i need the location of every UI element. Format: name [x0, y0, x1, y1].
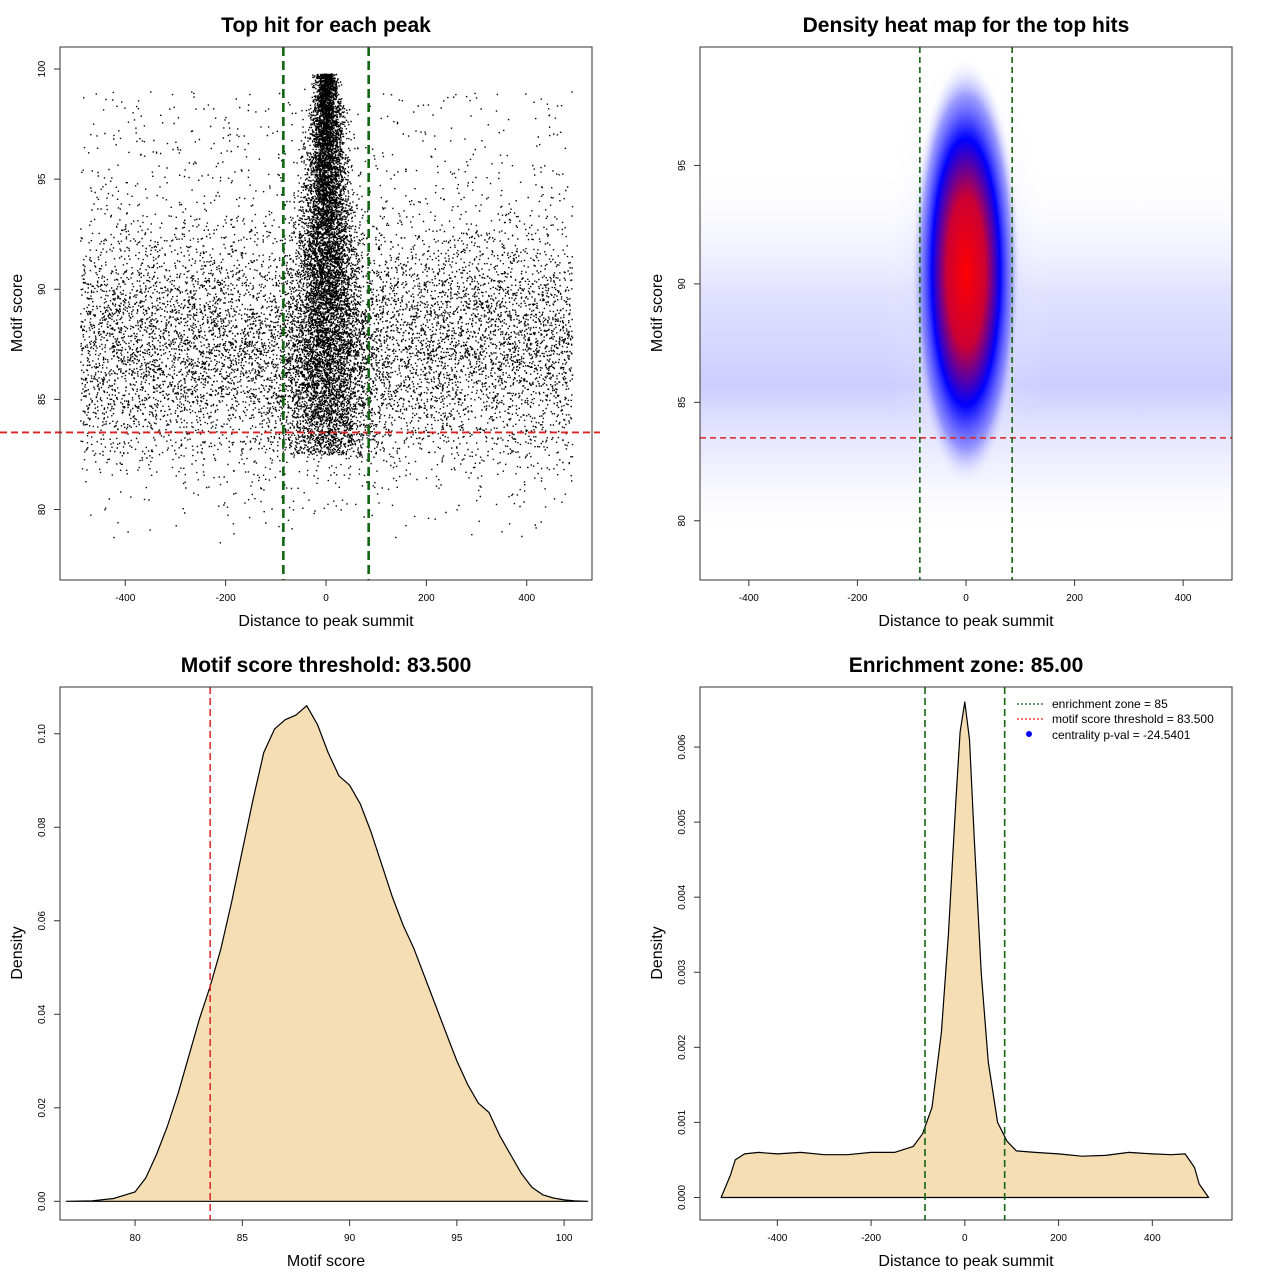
x-tick-label: -400 [115, 593, 135, 604]
heatmap-density [700, 47, 1232, 580]
x-tick-label: 200 [1050, 1233, 1067, 1244]
x-tick-label: 80 [130, 1233, 142, 1244]
y-tick-label: 0.004 [677, 884, 688, 909]
panel4-frame [699, 686, 1233, 1221]
scatter-panel: Top hit for each peak -400 -200 0 200 400 80 8… [0, 14, 600, 630]
panel4-ylabel: Density [649, 926, 666, 979]
panel1-title: Top hit for each peak [221, 14, 431, 37]
scatter-reference-lines [0, 47, 600, 580]
x-tick-label: -200 [847, 593, 867, 604]
heatmap-panel: Density heat map for the top hits -400 -2… [649, 14, 1233, 630]
legend-pval-label: centrality p-val = -24.5401 [1052, 728, 1191, 742]
scatter-points [80, 73, 574, 544]
scatter-dot [80, 73, 574, 544]
panel4-xlabel: Distance to peak summit [878, 1253, 1054, 1270]
y-tick-label: 0.04 [37, 1004, 48, 1024]
x-tick-label: 0 [323, 593, 329, 604]
x-tick-label: 100 [556, 1233, 573, 1244]
x-tick-label: 90 [344, 1233, 356, 1244]
y-tick-label: 0.06 [37, 911, 48, 931]
panel3-title: Motif score threshold: 83.500 [181, 654, 472, 677]
y-tick-label: 0.005 [677, 809, 688, 834]
y-tick-label: 85 [37, 393, 48, 405]
legend: enrichment zone = 85 motif score thresho… [1017, 697, 1214, 742]
x-tick-label: 0 [963, 593, 969, 604]
panel2-ticks: -400 -200 0 200 400 80 85 90 95 [677, 159, 1192, 604]
y-tick-label: 0.001 [677, 1109, 688, 1134]
y-tick-label: 0.002 [677, 1034, 688, 1059]
x-tick-label: 200 [418, 593, 435, 604]
x-tick-label: 85 [237, 1233, 249, 1244]
x-tick-label: -400 [767, 1233, 787, 1244]
panel3-ylabel: Density [9, 926, 26, 979]
legend-pval-swatch [1026, 731, 1032, 737]
panel1-xlabel: Distance to peak summit [238, 613, 414, 630]
heatmap-hotspot [911, 57, 1021, 488]
y-tick-label: 100 [37, 60, 48, 77]
panel3-xlabel: Motif score [287, 1253, 365, 1270]
panel1-ticks: -400 -200 0 200 400 80 85 90 95 100 [37, 60, 536, 604]
x-tick-label: 95 [451, 1233, 463, 1244]
y-tick-label: 90 [677, 278, 688, 290]
y-tick-label: 95 [677, 159, 688, 171]
x-tick-label: 400 [1144, 1233, 1161, 1244]
y-tick-label: 0.00 [37, 1191, 48, 1211]
panel2-xlabel: Distance to peak summit [878, 613, 1054, 630]
legend-zone-label: enrichment zone = 85 [1052, 697, 1168, 711]
y-tick-label: 0.006 [677, 734, 688, 759]
distance-density-curve [720, 701, 1210, 1199]
enrichment-zone-lines [924, 687, 1006, 1220]
y-tick-label: 85 [677, 396, 688, 408]
y-tick-label: 80 [37, 504, 48, 516]
panel2-title: Density heat map for the top hits [803, 14, 1130, 37]
y-tick-label: 0.08 [37, 817, 48, 837]
y-tick-label: 0.000 [677, 1185, 688, 1210]
panel4-title: Enrichment zone: 85.00 [849, 654, 1084, 677]
legend-threshold-label: motif score threshold = 83.500 [1052, 712, 1214, 726]
y-tick-label: 95 [37, 173, 48, 185]
x-tick-label: -200 [216, 593, 236, 604]
x-tick-label: -200 [861, 1233, 881, 1244]
panel3-ticks: 80 85 90 95 100 0.00 0.02 0.04 0.06 0.08 0.10 [37, 724, 573, 1244]
score-density-curve [65, 705, 589, 1202]
y-tick-label: 0.02 [37, 1098, 48, 1118]
panel3-frame [59, 686, 593, 1221]
panel4-ticks: -400 -200 0 200 400 0.000 0.001 0.002 0.003 0.004… [677, 734, 1161, 1244]
y-tick-label: 0.003 [677, 959, 688, 984]
x-tick-label: 200 [1066, 593, 1083, 604]
y-tick-label: 90 [37, 283, 48, 295]
x-tick-label: 0 [962, 1233, 968, 1244]
y-tick-label: 0.10 [37, 724, 48, 744]
density-area [720, 701, 1210, 1199]
heatmap-reference-lines [700, 47, 1232, 580]
panel2-ylabel: Motif score [649, 274, 666, 352]
x-tick-label: -400 [739, 593, 759, 604]
x-tick-label: 400 [1175, 593, 1192, 604]
density-area [65, 705, 589, 1202]
distance-density-panel: Enrichment zone: 85.00 -400 -200 0 200 400 0.… [649, 654, 1233, 1270]
panel1-ylabel: Motif score [9, 274, 26, 352]
score-density-panel: Motif score threshold: 83.500 80 85 90 95 10… [9, 654, 593, 1270]
y-tick-label: 80 [677, 515, 688, 527]
x-tick-label: 400 [518, 593, 535, 604]
